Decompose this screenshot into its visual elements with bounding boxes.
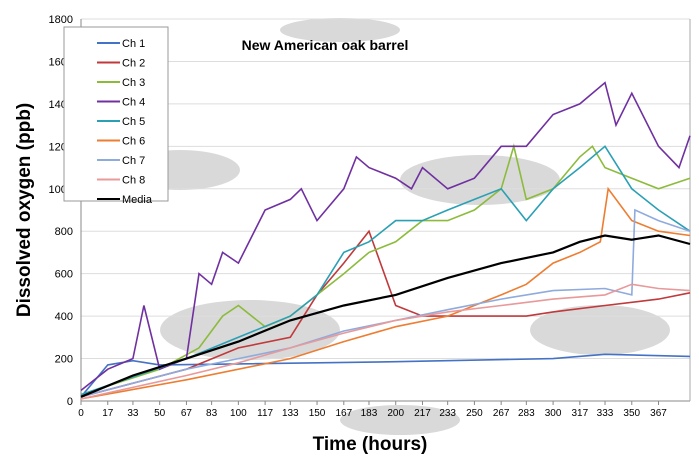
x-axis-label: Time (hours) [313, 434, 428, 455]
x-tick-label: 17 [102, 408, 114, 419]
series-line-ch-7 [80, 208, 691, 398]
y-tick-label: 1800 [49, 14, 73, 26]
x-tick-label: 0 [78, 408, 84, 419]
y-tick-label: 400 [55, 311, 73, 323]
series-line-ch-1 [80, 353, 691, 398]
y-tick-label: 200 [55, 354, 73, 366]
x-tick-label: 100 [230, 408, 247, 419]
x-tick-label: 217 [414, 408, 431, 419]
x-tick-label: 283 [518, 408, 535, 419]
x-tick-label: 267 [493, 408, 510, 419]
series-line-ch-6 [80, 186, 691, 400]
x-tick-label: 300 [545, 408, 562, 419]
x-tick-label: 33 [127, 408, 139, 419]
x-tick-label: 150 [309, 408, 326, 419]
series-lines [80, 81, 691, 400]
series-line-ch-3 [80, 143, 691, 396]
y-tick-label: 800 [55, 226, 73, 238]
x-tick-label: 350 [623, 408, 640, 419]
y-axis-label: Dissolved oxygen (ppb) [14, 103, 35, 317]
series-line-ch-4 [80, 81, 691, 392]
legend-label: Ch 4 [122, 97, 145, 109]
x-tick-label: 200 [387, 408, 404, 419]
series-line-media [80, 234, 691, 398]
series-line-ch-8 [80, 283, 691, 400]
legend-box [63, 26, 169, 202]
x-tick-label: 117 [257, 408, 273, 419]
x-tick-label: 367 [650, 408, 667, 419]
x-tick-label: 317 [572, 408, 589, 419]
legend-label: Ch 2 [122, 58, 145, 70]
legend: Ch 1 Ch 2 Ch 3 Ch 4 Ch 5 Ch 6 Ch 7 Ch 8 Media [63, 26, 169, 206]
legend-label: Ch 7 [122, 155, 145, 167]
x-tick-label: 233 [439, 408, 456, 419]
x-tick-label: 50 [154, 408, 166, 419]
chart-title: New American oak barrel [242, 37, 409, 53]
legend-label: Media [122, 194, 153, 206]
series-line-ch-2 [80, 229, 691, 398]
series-line-ch-5 [80, 145, 691, 396]
legend-label: Ch 6 [122, 136, 145, 148]
x-tick-label: 333 [597, 408, 614, 419]
legend-label: Ch 3 [122, 77, 145, 89]
x-tick-label: 67 [181, 408, 193, 419]
x-tick-label: 250 [466, 408, 483, 419]
x-tick-label: 183 [361, 408, 378, 419]
legend-label: Ch 5 [122, 116, 145, 128]
y-tick-label: 600 [55, 269, 73, 281]
y-tick-label: 0 [67, 396, 73, 408]
x-tick-label: 83 [206, 408, 218, 419]
x-tick-label: 133 [282, 408, 299, 419]
background-watermark [120, 18, 670, 435]
legend-label: Ch 8 [122, 175, 145, 187]
x-tick-label: 167 [335, 408, 352, 419]
legend-label: Ch 1 [122, 38, 145, 50]
